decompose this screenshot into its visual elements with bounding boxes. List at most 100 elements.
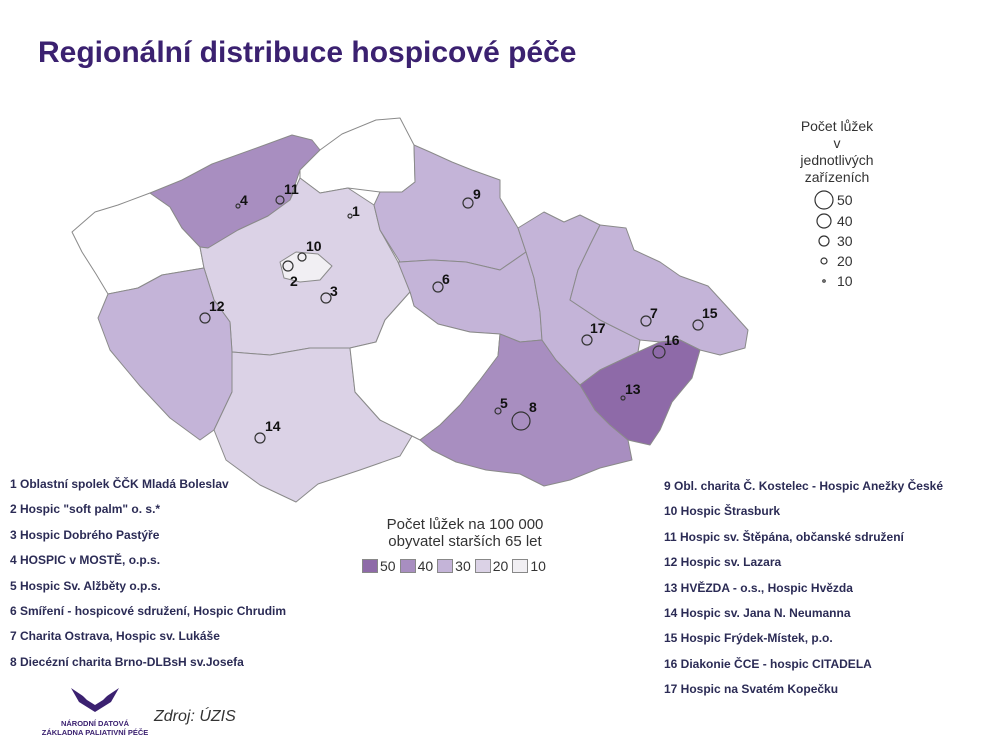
size-legend-value: 50 (837, 192, 853, 208)
list-item: 17 Hospic na Svatém Kopečku (664, 682, 839, 697)
density-legend: 50 40 30 20 10 (362, 558, 550, 574)
size-20-symbol (820, 257, 828, 265)
region-jihocesky[interactable] (213, 347, 413, 503)
density-swatch (362, 559, 378, 573)
marker-label: 14 (265, 418, 281, 434)
marker-label: 16 (664, 332, 680, 348)
size-legend-title-line: zařízeních (804, 169, 870, 185)
region-zlinsky[interactable] (579, 339, 701, 446)
marker-16[interactable] (652, 345, 666, 359)
marker-label: 9 (473, 186, 481, 202)
size-legend-title-line: jednotlivých (800, 152, 874, 168)
marker-label: 2 (290, 273, 298, 289)
marker-17[interactable] (581, 334, 593, 346)
page-title: Regionální distribuce hospicové péče (38, 36, 577, 69)
marker-15[interactable] (692, 319, 704, 331)
marker-10[interactable] (297, 252, 307, 262)
marker-2[interactable] (282, 260, 294, 272)
density-swatch (512, 559, 529, 573)
density-legend-title: Počet lůžek na 100 000 obyvatel starších… (350, 516, 580, 550)
marker-12[interactable] (199, 312, 211, 324)
logo-text-line: ZÁKLADNA PALIATIVNÍ PÉČE (41, 728, 149, 737)
marker-4[interactable] (235, 203, 241, 209)
marker-label: 1 (352, 203, 360, 219)
list-item: 10 Hospic Štrasburk (664, 504, 781, 519)
region-ustecky[interactable] (149, 134, 321, 249)
density-swatch (474, 559, 491, 573)
list-item: 7 Charita Ostrava, Hospic sv. Lukáše (10, 629, 220, 644)
marker-6[interactable] (432, 281, 444, 293)
density-class-label: 30 (455, 558, 471, 574)
marker-label: 6 (442, 271, 450, 287)
density-legend-title-line: Počet lůžek na 100 000 (386, 516, 544, 533)
marker-13[interactable] (620, 395, 626, 401)
size-50-symbol (814, 190, 834, 210)
density-class: 10 (512, 558, 546, 574)
marker-label: 13 (625, 381, 641, 397)
marker-9[interactable] (462, 197, 474, 209)
size-30-symbol (818, 235, 830, 247)
list-item: 2 Hospic "soft palm" o. s.* (10, 502, 161, 517)
list-item: 1 Oblastní spolek ČČK Mladá Boleslav (10, 477, 229, 491)
list-item: 5 Hospic Sv. Alžběty o.p.s. (10, 578, 161, 593)
list-item: 9 Obl. charita Č. Kostelec - Hospic Anež… (664, 479, 943, 493)
size-legend-value: 20 (837, 253, 853, 269)
list-item: 6 Smíření - hospicové sdružení, Hospic C… (10, 603, 287, 618)
marker-14[interactable] (254, 432, 266, 444)
density-class: 40 (399, 558, 434, 574)
region-praha[interactable] (279, 251, 333, 283)
marker-label: 10 (306, 238, 322, 254)
size-40-symbol (816, 213, 832, 229)
marker-label: 15 (702, 305, 718, 321)
list-item: 4 HOSPIC v MOSTĚ, o.p.s. (10, 553, 161, 568)
size-legend-value: 30 (837, 233, 853, 249)
marker-1[interactable] (347, 213, 353, 219)
density-class-label: 10 (530, 558, 546, 574)
density-class-label: 50 (380, 558, 396, 574)
density-class: 50 (362, 558, 396, 574)
density-class: 20 (474, 558, 509, 574)
marker-label: 8 (529, 399, 537, 415)
logo-text-line: NÁRODNÍ DATOVÁ (60, 719, 130, 728)
list-item: 14 Hospic sv. Jana N. Neumanna (664, 605, 851, 620)
region-liberecky[interactable] (299, 117, 416, 194)
marker-11[interactable] (275, 195, 285, 205)
marker-label: 12 (209, 298, 225, 314)
region-plzensky[interactable] (97, 267, 233, 441)
marker-label: 7 (650, 305, 658, 321)
logo-mark-icon (71, 688, 119, 712)
marker-7[interactable] (640, 315, 652, 327)
marker-label: 3 (330, 283, 338, 299)
size-legend-value: 40 (837, 213, 853, 229)
marker-labels: 1 2 3 4 5 6 7 8 9 10 11 12 13 14 15 16 1… (209, 181, 718, 434)
source-note: Zdroj: ÚZIS (154, 708, 236, 725)
marker-5[interactable] (494, 407, 502, 415)
size-legend-value: 10 (837, 273, 853, 289)
facility-markers (199, 195, 704, 444)
hospice-list-left: 1 Oblastní spolek ČČK Mladá Boleslav 2 H… (10, 476, 286, 679)
density-swatch (437, 559, 454, 573)
marker-label: 17 (590, 320, 606, 336)
size-legend-title: Počet lůžek v jednotlivých zařízeních (782, 118, 892, 186)
marker-3[interactable] (320, 292, 332, 304)
hospice-list-right: 9 Obl. charita Č. Kostelec - Hospic Anež… (664, 478, 943, 707)
list-item: 12 Hospic sv. Lazara (664, 555, 782, 570)
marker-8[interactable] (511, 411, 531, 431)
density-class: 30 (437, 558, 471, 574)
list-item: 13 HVĚZDA - o.s., Hospic Hvězda (664, 580, 853, 595)
density-swatch (399, 559, 416, 573)
region-moravskoslezsky[interactable] (569, 224, 749, 356)
size-legend-title-line: Počet lůžek (800, 118, 874, 134)
marker-label: 11 (284, 181, 299, 197)
list-item: 3 Hospic Dobrého Pastýře (10, 527, 160, 542)
size-legend-title-line: v (833, 135, 841, 151)
size-10-symbol (822, 279, 826, 283)
list-item: 15 Hospic Frýdek-Místek, p.o. (664, 631, 833, 646)
density-class-label: 40 (417, 558, 434, 574)
list-item: 11 Hospic sv. Štěpána, občanské sdružení (664, 529, 904, 544)
density-class-label: 20 (492, 558, 509, 574)
density-legend-title-line: obyvatel starších 65 let (388, 533, 542, 550)
list-item: 16 Diakonie ČCE - hospic CITADELA (664, 656, 872, 671)
marker-label: 4 (240, 192, 248, 208)
